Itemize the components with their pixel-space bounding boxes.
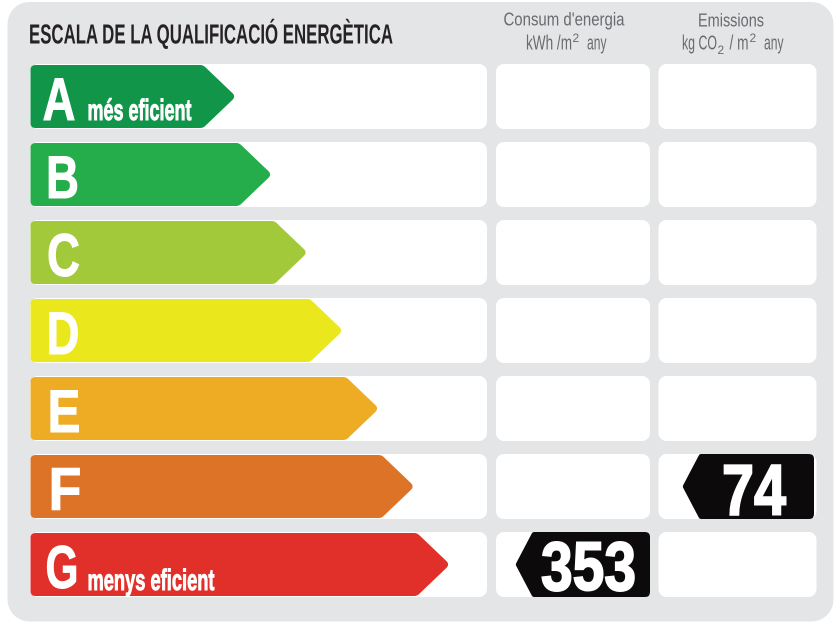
svg-text:C: C (47, 221, 80, 289)
svg-text:A: A (43, 65, 76, 133)
svg-text:353: 353 (541, 528, 636, 605)
svg-text:D: D (47, 299, 80, 367)
svg-text:Consum d'energia: Consum d'energia (504, 9, 626, 30)
svg-text:G: G (46, 533, 79, 601)
svg-text:E: E (48, 377, 81, 445)
svg-text:B: B (46, 143, 79, 211)
svg-text:F: F (49, 455, 82, 523)
svg-text:kWh /m: kWh /m (526, 33, 572, 55)
svg-text:kg CO: kg CO (682, 33, 717, 55)
svg-text:més eficient: més eficient (88, 94, 192, 127)
svg-text:74: 74 (722, 451, 786, 531)
svg-text:2: 2 (718, 43, 725, 57)
svg-text:any: any (764, 33, 784, 55)
svg-text:2: 2 (573, 31, 580, 45)
svg-text:ESCALA DE LA QUALIFICACIÓ ENER: ESCALA DE LA QUALIFICACIÓ ENERGÈTICA (29, 19, 393, 50)
svg-text:menys eficient: menys eficient (88, 564, 215, 597)
svg-text:2: 2 (750, 31, 757, 45)
svg-text:Emissions: Emissions (698, 10, 764, 31)
svg-text:any: any (587, 33, 607, 55)
svg-text:/ m: / m (730, 33, 749, 55)
